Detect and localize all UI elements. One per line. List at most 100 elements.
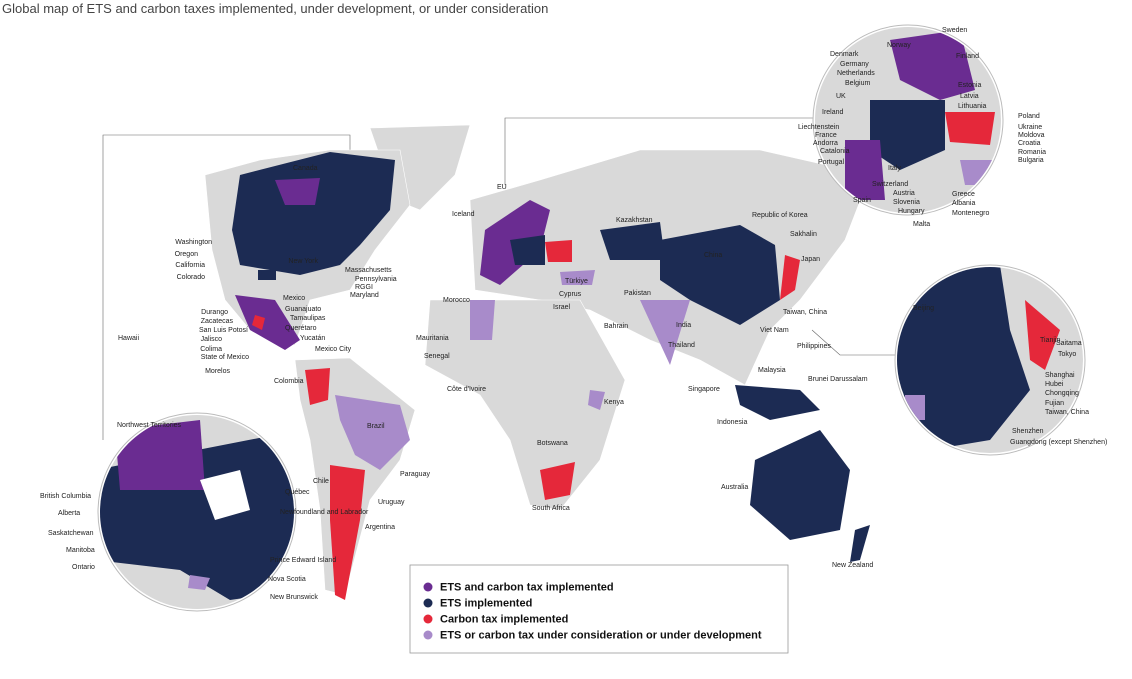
place-label: Liechtenstein xyxy=(798,124,839,131)
place-label: Indonesia xyxy=(717,419,747,426)
place-label: Iceland xyxy=(452,211,475,218)
place-label: Chile xyxy=(313,478,329,485)
labels: Canada Washington Oregon California Colorado… xyxy=(40,27,1107,601)
mexico-states xyxy=(252,315,265,330)
place-label: Mexico xyxy=(283,295,305,302)
place-label: Colima xyxy=(200,346,222,353)
place-label: Northwest Territories xyxy=(117,422,182,429)
place-label: Jalisco xyxy=(201,336,223,343)
legend-swatch xyxy=(423,582,433,592)
place-label: Moldova xyxy=(1018,132,1045,139)
japan xyxy=(780,255,800,300)
place-label: Greece xyxy=(952,191,975,198)
place-label: New Zealand xyxy=(832,562,873,569)
place-label: Québec xyxy=(285,489,310,496)
place-label: China xyxy=(704,252,722,259)
north-america-inset-map xyxy=(100,415,294,609)
ukraine xyxy=(545,240,572,262)
south-africa xyxy=(540,462,575,500)
place-label: Morelos xyxy=(205,368,230,375)
legend-label: ETS or carbon tax under consideration or… xyxy=(440,629,762,641)
place-label: France xyxy=(815,132,837,139)
place-label: Belgium xyxy=(845,80,870,87)
legend-swatch xyxy=(423,614,433,624)
place-label: Japan xyxy=(801,256,820,263)
leader xyxy=(504,117,815,185)
place-label: San Luis Potosí xyxy=(199,327,248,334)
hudson-bay xyxy=(200,470,250,520)
canada-nwt xyxy=(275,178,320,205)
kenya xyxy=(588,390,605,410)
place-label: Colombia xyxy=(274,378,304,385)
place-label: Hungary xyxy=(898,208,925,215)
new-zealand xyxy=(850,525,870,562)
place-label: Durango xyxy=(201,309,228,316)
place-label: Poland xyxy=(1018,113,1040,120)
place-label: Côte d'Ivoire xyxy=(447,386,486,393)
place-label: Switzerland xyxy=(872,181,908,188)
place-label: Hubei xyxy=(1045,381,1064,388)
place-label: Yucatán xyxy=(300,335,325,342)
place-label: India xyxy=(676,322,691,329)
place-label: Sakhalin xyxy=(790,231,817,238)
place-label: Canada xyxy=(293,165,318,172)
place-label: Argentina xyxy=(365,524,395,531)
place-label: Finland xyxy=(956,53,979,60)
place-label: Beijing xyxy=(913,305,934,312)
place-label: Spain xyxy=(853,197,871,204)
place-label: Saitama xyxy=(1056,340,1082,347)
place-label: Tokyo xyxy=(1058,351,1076,358)
place-label: Brunei Darussalam xyxy=(808,376,868,383)
place-label: Saskatchewan xyxy=(48,530,94,537)
place-label: Latvia xyxy=(960,93,979,100)
japan xyxy=(1025,300,1060,370)
place-label: Germany xyxy=(840,61,869,68)
place-label: Singapore xyxy=(688,386,720,393)
ukraine xyxy=(945,112,995,145)
place-label: Israel xyxy=(553,304,571,311)
place-label: Massachusetts xyxy=(345,267,392,274)
europe-inset-map xyxy=(815,27,1001,213)
place-label: Hawaii xyxy=(118,335,139,342)
place-label: Ontario xyxy=(72,564,95,571)
place-label: Estonia xyxy=(958,82,981,89)
legend-label: ETS and carbon tax implemented xyxy=(440,581,614,593)
place-label: Newfoundland and Labrador xyxy=(280,509,369,516)
place-label: British Columbia xyxy=(40,493,91,500)
place-label: Taiwan, China xyxy=(783,309,827,316)
legend-label: Carbon tax implemented xyxy=(440,613,568,625)
turkiye xyxy=(560,270,595,285)
place-label: Romania xyxy=(1018,149,1046,156)
place-label: Philippines xyxy=(797,343,831,350)
place-label: Ireland xyxy=(822,109,844,116)
place-label: Thailand xyxy=(668,342,695,349)
map-title: Global map of ETS and carbon taxes imple… xyxy=(2,1,548,16)
place-label: Denmark xyxy=(830,51,859,58)
place-label: New York xyxy=(288,258,318,265)
place-label: Montenegro xyxy=(952,210,989,217)
place-label: Shanghai xyxy=(1045,372,1075,379)
colorado xyxy=(258,270,276,280)
nwt xyxy=(115,420,205,490)
india xyxy=(640,300,690,365)
place-label: Türkiye xyxy=(565,278,588,285)
place-label: Sweden xyxy=(942,27,967,34)
place-label: EU xyxy=(497,184,507,191)
morocco xyxy=(470,300,495,340)
place-label: Fujian xyxy=(1045,400,1064,407)
place-label: Tianjin xyxy=(1040,337,1060,344)
place-label: Brazil xyxy=(367,423,385,430)
place-label: New Brunswick xyxy=(270,594,318,601)
place-label: Prince Edward Island xyxy=(270,557,336,564)
place-label: Shenzhen xyxy=(1012,428,1044,435)
place-label: Kenya xyxy=(604,399,624,406)
place-label: Bahrain xyxy=(604,323,628,330)
legend-items: ETS and carbon tax implemented ETS implem… xyxy=(423,581,762,641)
place-label: Uruguay xyxy=(378,499,405,506)
legend xyxy=(409,564,789,654)
place-label: Pennsylvania xyxy=(355,276,397,283)
nordics xyxy=(890,30,975,100)
place-label: Querétaro xyxy=(285,325,317,332)
africa xyxy=(424,299,626,511)
